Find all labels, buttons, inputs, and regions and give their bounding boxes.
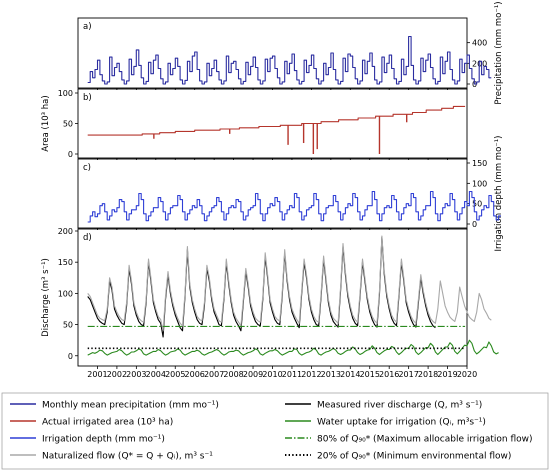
panel-label: a) xyxy=(83,22,92,32)
panel-label: c) xyxy=(83,163,91,173)
panel-frame xyxy=(77,228,468,367)
series-line-0-0 xyxy=(87,35,492,85)
legend-label: Measured river discharge (Q, m³ s⁻¹) xyxy=(317,401,482,411)
series-line-2-0 xyxy=(87,190,501,223)
y-tick-label: 0 xyxy=(472,220,477,229)
panel-frame xyxy=(77,158,468,229)
x-tick-label: 2003 xyxy=(126,370,146,379)
y-tick-label: 400 xyxy=(472,39,487,48)
x-tick-label: 2017 xyxy=(398,370,418,379)
y-axis-title: Discharge (m³ s⁻¹) xyxy=(41,258,51,337)
y-axis-title: Precipitation (mm mo⁻¹) xyxy=(494,1,504,104)
legend-label: 80% of Q₉₀* (Maximum allocable irrigatio… xyxy=(317,435,533,445)
y-tick-label: 50 xyxy=(63,120,73,129)
y-tick-label: 100 xyxy=(58,289,73,298)
y-tick-label: 50 xyxy=(63,321,73,330)
x-tick-label: 2012 xyxy=(301,370,321,379)
x-tick-label: 2010 xyxy=(262,370,282,379)
panel-2: c) 0 50 100 150 Irrigation depth (mm mo⁻¹) xyxy=(77,135,504,252)
legend-label: Actual irrigated area (10³ ha) xyxy=(42,418,173,428)
x-tick-label: 2016 xyxy=(379,370,399,379)
y-tick-label: 100 xyxy=(472,179,487,188)
series-line-3-1 xyxy=(87,235,492,332)
y-tick-label: 150 xyxy=(472,159,487,168)
y-tick-label: 200 xyxy=(58,227,73,236)
y-tick-label: 0 xyxy=(68,150,73,159)
x-tick-label: 2013 xyxy=(321,370,341,379)
panel-3: d) 0 50 100 150 200 Discharge (m³ s⁻¹) 2001 2002… xyxy=(41,227,499,379)
legend: Monthly mean precipitation (mm mo⁻¹) Actu… xyxy=(1,392,549,470)
x-tick-label: 2008 xyxy=(223,370,243,379)
series-line-3-2 xyxy=(87,339,499,356)
x-tick-label: 2001 xyxy=(87,370,107,379)
x-tick-label: 2006 xyxy=(185,370,205,379)
chart-panels: a) 0 200 400 Precipitation (mm mo⁻¹) b) 0 50 100… xyxy=(41,1,504,379)
legend-label: Water uptake for irrigation (Qᵢ, m³s⁻¹) xyxy=(317,418,486,428)
panel-label: b) xyxy=(83,93,92,103)
y-tick-label: 100 xyxy=(58,89,73,98)
series-line-1-0 xyxy=(87,105,466,136)
x-tick-label: 2005 xyxy=(165,370,185,379)
x-tick-label: 2015 xyxy=(360,370,380,379)
y-tick-label: 50 xyxy=(472,200,482,209)
legend-frame xyxy=(1,392,549,470)
panel-1: b) 0 50 100 Area (10³ ha) xyxy=(41,88,468,160)
x-tick-label: 2014 xyxy=(340,370,360,379)
x-tick-label: 2007 xyxy=(204,370,224,379)
y-tick-label: 0 xyxy=(68,352,73,361)
x-tick-label: 2019 xyxy=(437,370,457,379)
legend-label: Irrigation depth (mm mo⁻¹) xyxy=(42,435,165,445)
x-tick-label: 2020 xyxy=(457,370,477,379)
y-axis-title: Area (10³ ha) xyxy=(41,95,51,151)
x-tick-label: 2018 xyxy=(418,370,438,379)
x-tick-label: 2004 xyxy=(146,370,166,379)
panel-frame xyxy=(77,88,468,159)
legend-label: Monthly mean precipitation (mm mo⁻¹) xyxy=(42,401,219,411)
y-axis-title: Irrigation depth (mm mo⁻¹) xyxy=(494,135,504,251)
panel-label: d) xyxy=(83,233,92,243)
x-tick-label: 2002 xyxy=(107,370,127,379)
legend-label: 20% of Q₉₀* (Minimum environmental flow) xyxy=(317,452,511,462)
x-tick-label: 2009 xyxy=(243,370,263,379)
legend-label: Naturalized flow (Q* = Q + Qᵢ), m³ s⁻¹ xyxy=(42,452,213,462)
x-tick-label: 2011 xyxy=(282,370,302,379)
y-tick-label: 150 xyxy=(58,258,73,267)
